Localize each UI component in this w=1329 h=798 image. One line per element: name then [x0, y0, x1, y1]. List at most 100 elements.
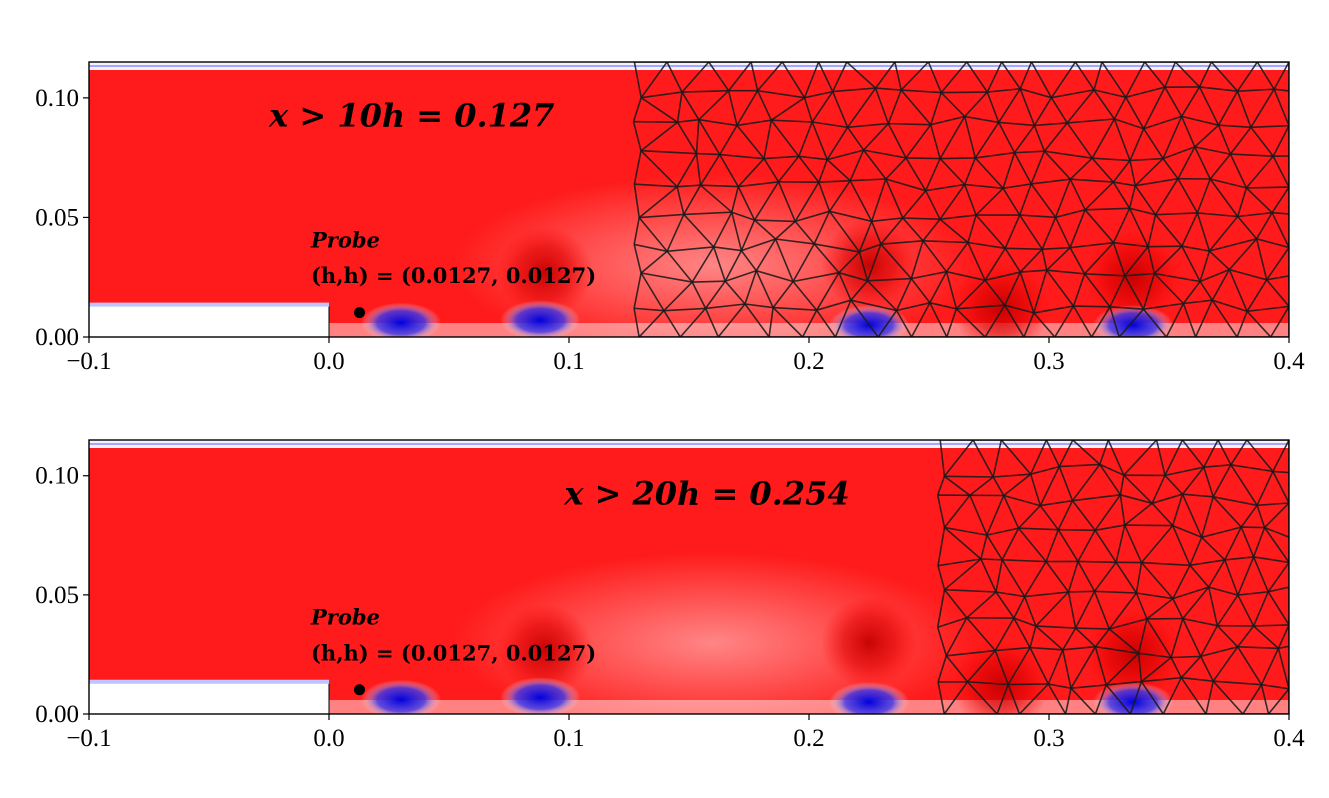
mesh-edge [704, 280, 726, 309]
mesh-edge [1020, 269, 1047, 273]
mesh-edge [1013, 152, 1032, 185]
mesh-edge [967, 681, 1009, 686]
mesh-edge [1067, 118, 1115, 124]
mesh-edge [955, 279, 986, 310]
mesh-edge [1002, 559, 1047, 563]
mesh-edge [943, 494, 971, 528]
mesh-edge [1092, 157, 1131, 162]
mesh-edge [1084, 242, 1115, 275]
mesh-edge [1154, 214, 1183, 247]
mesh-edge [1181, 440, 1205, 468]
mesh-edge [1143, 128, 1164, 160]
mesh-edge [1070, 684, 1107, 689]
mesh-edge [1189, 564, 1210, 588]
mesh-edge [1071, 463, 1101, 502]
mesh-edge [811, 91, 834, 123]
mesh-edge [1151, 493, 1183, 505]
mesh-edge [922, 218, 941, 242]
axes-frame [88, 439, 1290, 715]
mesh-edge [1007, 647, 1031, 685]
mesh-edge [862, 149, 887, 180]
mesh-edge [1270, 305, 1289, 337]
mesh-edge [1030, 183, 1057, 218]
mesh-edge [1213, 680, 1262, 686]
mesh-edge [1273, 88, 1289, 127]
mesh-edge [792, 243, 815, 282]
mesh-edge [846, 87, 877, 128]
mesh-edge [1189, 559, 1225, 567]
mesh-edge [1162, 677, 1183, 714]
mesh-edge [1035, 591, 1070, 627]
mesh-edge [1211, 269, 1230, 301]
mesh-edge [1135, 177, 1179, 187]
mesh-edge [993, 473, 1031, 478]
mesh-edge [1229, 126, 1252, 155]
mesh-edge [944, 588, 997, 593]
mesh-edge [1212, 496, 1242, 528]
mesh-edge [937, 617, 968, 629]
mesh-edge [1237, 88, 1275, 92]
mesh-edge [1194, 146, 1211, 180]
mesh-edge [1228, 269, 1248, 312]
mesh-edge [994, 617, 1015, 651]
mesh-edge [712, 211, 733, 248]
mesh-edge [633, 150, 642, 185]
mesh-edge [943, 440, 974, 477]
mesh-edge [692, 280, 726, 283]
mesh-edge [1118, 308, 1145, 337]
mesh-edge [1094, 529, 1117, 563]
mesh-edge [1085, 207, 1130, 211]
x-tick-label: 0.2 [793, 725, 824, 752]
mesh-edge [1107, 440, 1125, 476]
mesh-edge [633, 120, 678, 123]
mesh-edge [859, 243, 882, 253]
mesh-edge [826, 149, 864, 161]
mesh-edge [1002, 495, 1020, 529]
mesh-edge [803, 62, 820, 98]
mesh-edge [1199, 625, 1219, 657]
mesh-edge [850, 299, 897, 312]
mesh-edge [1029, 625, 1037, 648]
mesh-edge [1177, 178, 1199, 214]
mesh-edge [980, 558, 1003, 561]
step-wall-band [89, 302, 329, 309]
mesh-edge [768, 307, 774, 337]
mesh-edge [1182, 618, 1202, 657]
mesh-edge [1240, 504, 1258, 528]
mesh-edge [1237, 646, 1263, 686]
mesh-edge [763, 120, 773, 159]
mesh-edge [1093, 561, 1117, 592]
mesh-edge [1212, 464, 1232, 498]
mesh-edge [880, 243, 912, 280]
mesh-edge [1203, 466, 1214, 498]
mesh-edge [1267, 561, 1289, 593]
mesh-edge [936, 494, 946, 528]
negative-blob [1093, 305, 1173, 337]
field [89, 440, 1289, 714]
mesh-edge [885, 178, 904, 219]
mesh-edge [1072, 440, 1101, 465]
mesh-edge [1268, 586, 1289, 593]
mesh-edge [794, 210, 830, 223]
mesh-edge [1112, 160, 1131, 183]
mesh-edge [966, 617, 996, 652]
mesh-edge [1039, 505, 1059, 531]
mesh-edge [1002, 183, 1032, 190]
mesh-edge [1182, 586, 1210, 620]
mesh-edge [1093, 591, 1111, 630]
mesh-edge [1174, 62, 1201, 88]
mesh-edge [1230, 153, 1274, 157]
mesh-edge [1171, 655, 1201, 659]
mesh-edge [1141, 676, 1182, 683]
mesh-edge [900, 89, 932, 126]
mesh-edge [1141, 561, 1190, 567]
mesh-edge [846, 126, 865, 151]
mesh-edge [691, 246, 715, 283]
mesh-edge [1164, 466, 1204, 477]
mesh-edge [1237, 625, 1255, 648]
mesh-edge [1140, 562, 1174, 600]
mesh-edge [995, 646, 1031, 652]
mesh-edge [963, 116, 977, 159]
mesh-edge [1144, 62, 1166, 88]
mesh-edge [818, 159, 828, 183]
